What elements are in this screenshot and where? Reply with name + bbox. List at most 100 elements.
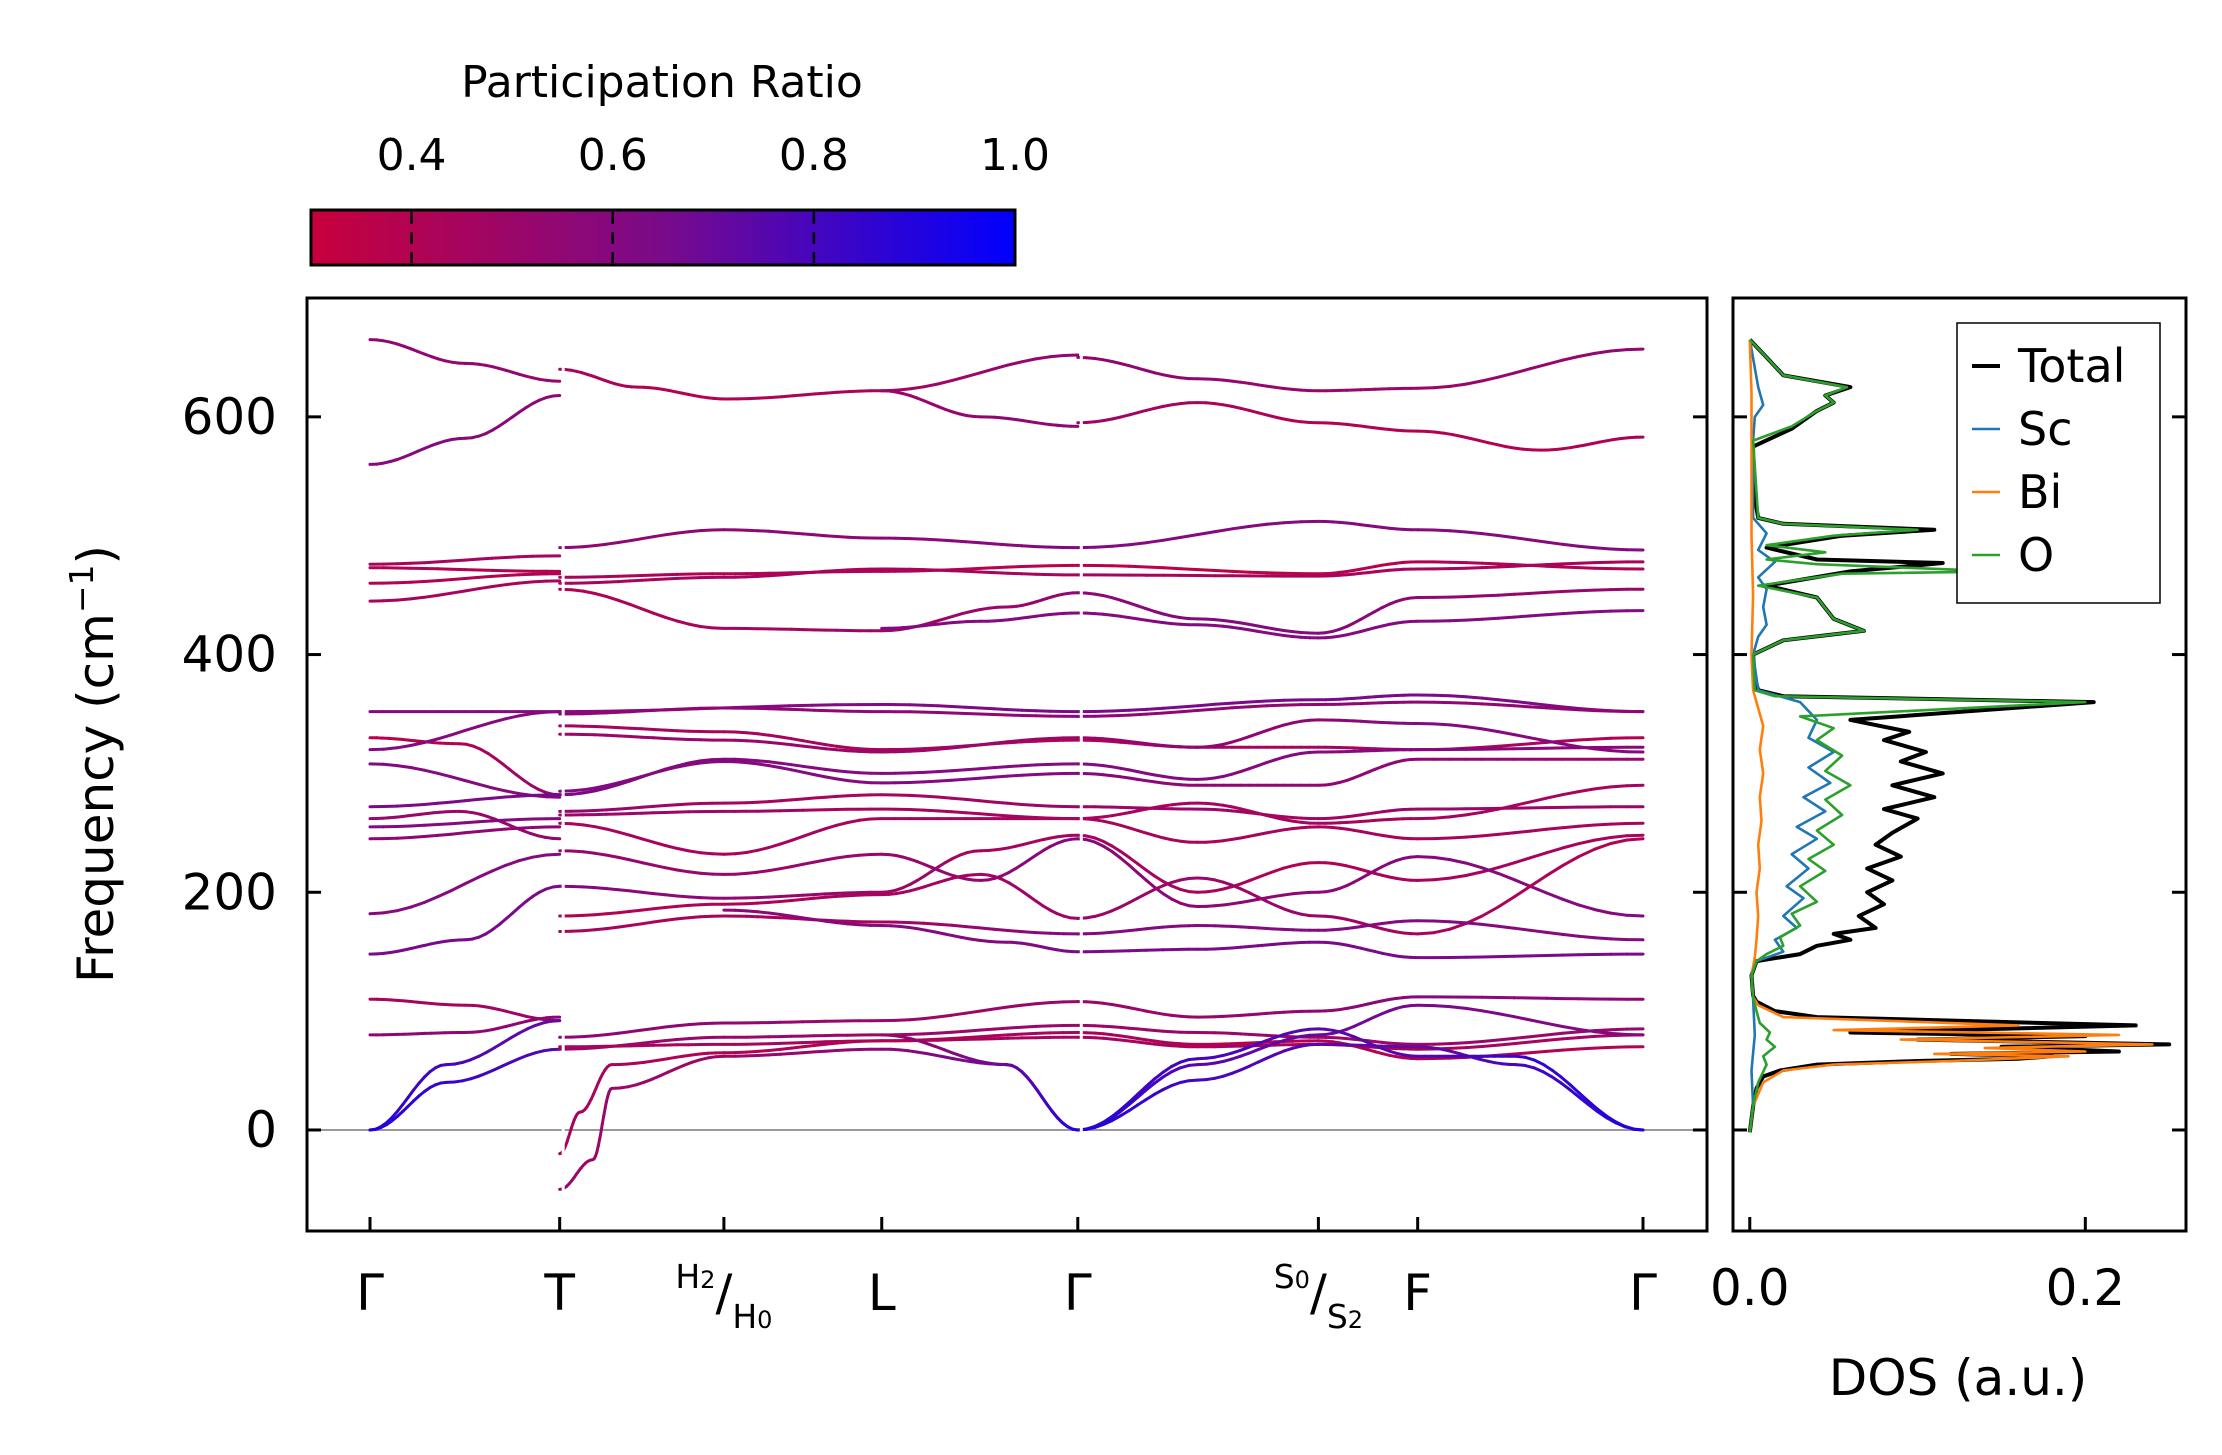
band-segment [950,569,968,573]
colorbar: Participation Ratio 0.4 0.6 0.8 1.0 [309,57,1050,267]
band-segment [640,727,655,731]
band-segment [1153,1070,1165,1081]
band-segment [846,922,861,927]
band-segment [992,1033,1010,1038]
band-segment [1544,1037,1564,1042]
band-segment [531,710,548,715]
band-segment [1213,701,1234,706]
band-segment [1609,784,1629,789]
band-segment [1239,879,1251,886]
band-segment [936,1037,954,1041]
band-segment [1496,1042,1516,1047]
band-segment [422,579,440,583]
band-segment [1282,703,1303,707]
colorbar-tick-label: 1.0 [980,130,1050,181]
band-segment [1480,565,1500,570]
band-segment [569,929,585,933]
band-segment [846,853,861,858]
band-segment [756,762,771,768]
band-segment [1230,1068,1243,1075]
band-segment [1265,869,1277,876]
band-segment [1247,875,1260,883]
band-segment [964,566,982,571]
band-segment [628,1028,644,1034]
band-segment [778,913,793,918]
band-segment [1153,874,1165,883]
band-segment [1496,743,1516,748]
band-segment [663,866,679,872]
path-break-gap [561,328,565,1201]
band-segment [1448,1005,1468,1010]
band-segment [1561,1047,1581,1052]
band-segment [1593,736,1613,741]
band-segment [663,576,679,581]
band-segment [778,838,793,846]
band-segment [835,744,850,750]
band-segment [942,614,955,621]
band-segment [964,743,982,748]
band-segment [1231,705,1252,710]
band-segment [1136,1084,1148,1096]
band-segment [616,710,632,714]
band-segment [1512,536,1532,542]
band-segment [1020,1031,1038,1036]
band-segment [1609,838,1629,845]
band-segment [790,834,805,842]
band-x-tick-label: Γ [356,1264,384,1322]
colorbar-ticks: 0.4 0.6 0.8 1.0 [377,130,1050,263]
band-segment [476,796,494,801]
band-branch [558,587,1645,635]
band-segment [908,747,926,751]
band-segment [1239,735,1251,741]
band-segment [687,849,702,855]
band-segment [616,579,632,584]
band-segment [1496,924,1516,930]
band-segment [969,608,982,613]
band-segment [978,799,996,804]
band-segment [812,892,827,897]
band-segment [823,534,839,538]
band-segment [1020,357,1038,364]
band-segment [436,800,453,805]
band-segment [652,611,667,619]
band-segment [1006,708,1024,712]
band-segment [698,914,714,919]
band-segment [476,782,494,790]
band-segment [790,893,805,898]
band-segment [1221,1071,1234,1078]
band-segment [675,729,691,733]
band-branch [368,1015,562,1037]
band-segment [960,1058,973,1064]
band-segment [1561,824,1581,830]
band-segment [1496,371,1516,379]
band-segment [698,758,714,763]
band-segment [605,541,620,546]
band-segment [687,870,702,875]
band-segment [476,720,494,728]
band-segment [978,606,991,612]
band-segment [1568,1083,1581,1095]
band-segment [1532,1058,1545,1066]
band-segment [436,822,453,826]
band-segment [835,390,850,394]
band-segment [1119,901,1131,909]
band-segment [1256,1044,1269,1052]
band-segment [1464,695,1484,700]
band-segment [1145,706,1166,711]
band-segment [756,895,771,900]
band-segment [1034,772,1052,776]
band-branch [368,997,562,1023]
band-segment [1561,738,1581,743]
band-segment [382,746,399,751]
band-segment [409,823,426,828]
band-segment [758,396,773,400]
band-segment [1609,348,1629,353]
band-segment [908,793,926,798]
band-segment [790,531,805,536]
band-segment [812,766,827,771]
band-segment [1170,1066,1182,1074]
band-segment [756,739,771,744]
band-segment [544,710,562,714]
band-segment [1568,1088,1581,1099]
band-segment [1239,887,1251,895]
